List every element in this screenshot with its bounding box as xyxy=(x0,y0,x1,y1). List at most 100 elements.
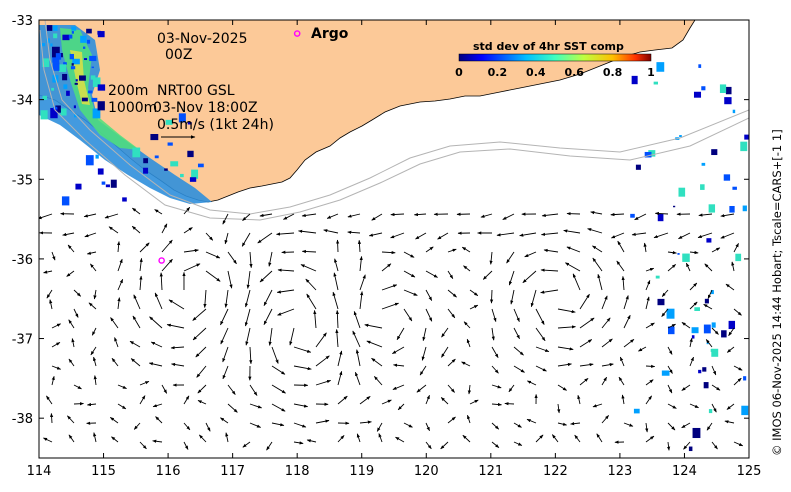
current-vector xyxy=(526,418,537,424)
colorbar-tick-label: 0.2 xyxy=(488,66,508,79)
current-vector xyxy=(67,415,75,424)
current-vector xyxy=(197,384,207,394)
current-vector xyxy=(227,384,236,395)
current-vector xyxy=(467,414,471,424)
current-vector xyxy=(579,363,594,367)
x-tick-label: 120 xyxy=(414,464,439,479)
sst-pixel xyxy=(708,204,716,213)
current-vector xyxy=(271,384,286,394)
current-vector xyxy=(447,384,455,393)
axis-ticks: 114 115 116 117 118 119 120 121 122 123 124 125 -33 -… xyxy=(12,14,762,479)
current-vector xyxy=(645,296,650,310)
current-vector xyxy=(249,384,258,396)
current-vector xyxy=(689,403,699,409)
current-vector xyxy=(88,302,97,310)
current-vector xyxy=(574,434,581,443)
sst-pixel xyxy=(719,84,727,93)
current-vector xyxy=(667,264,676,272)
sst-pixel xyxy=(91,97,98,102)
current-vector xyxy=(171,362,185,367)
current-vector xyxy=(220,417,229,424)
sst-pixel xyxy=(678,187,686,197)
sst-pixel xyxy=(75,183,82,190)
current-vector xyxy=(139,380,150,386)
sst-pixel xyxy=(655,275,660,279)
current-vector xyxy=(315,355,330,367)
current-vector xyxy=(577,394,581,405)
sst-pixel xyxy=(143,158,149,164)
current-vector xyxy=(86,402,97,407)
current-vector xyxy=(422,327,427,342)
current-vector xyxy=(183,263,201,272)
current-vector xyxy=(220,308,229,326)
current-vector xyxy=(563,229,581,234)
current-vector xyxy=(728,327,735,337)
current-vector xyxy=(508,270,515,286)
current-vector xyxy=(371,357,383,367)
current-vector xyxy=(557,346,574,351)
current-vector xyxy=(130,358,141,367)
sst-pixel xyxy=(691,327,699,334)
current-vector xyxy=(530,289,537,308)
current-vector xyxy=(706,422,713,431)
sst-pixel xyxy=(703,382,709,389)
sst-pixel xyxy=(721,330,727,338)
current-vector xyxy=(117,297,121,310)
sst-pixel xyxy=(711,149,718,156)
current-vector xyxy=(205,422,211,432)
sst-pixel xyxy=(83,46,86,49)
current-vector xyxy=(225,432,229,443)
current-vector xyxy=(425,289,433,301)
sst-pixel xyxy=(63,62,67,65)
current-vector xyxy=(467,384,472,395)
current-vector xyxy=(587,228,603,234)
current-vector xyxy=(425,394,430,405)
sst-pixel xyxy=(97,84,106,91)
current-vector xyxy=(645,279,651,291)
current-vector xyxy=(535,346,550,353)
current-vector xyxy=(419,365,427,376)
current-vector xyxy=(109,417,119,424)
current-vector xyxy=(711,403,717,413)
current-vector xyxy=(661,289,669,297)
current-vector xyxy=(271,365,286,375)
sst-pixel xyxy=(187,150,194,158)
current-vector xyxy=(315,379,332,386)
sst-pixel xyxy=(80,35,87,43)
current-vector xyxy=(513,365,525,373)
current-vector xyxy=(91,327,97,336)
y-tick-label: -34 xyxy=(12,94,33,109)
sst-pixel xyxy=(87,90,93,94)
sst-pixel xyxy=(197,163,204,168)
current-vector xyxy=(271,346,279,364)
argo-float-marker xyxy=(158,257,165,264)
sst-pixel xyxy=(62,73,68,81)
sst-pixel xyxy=(69,53,74,60)
current-vector xyxy=(645,379,654,386)
current-vector xyxy=(154,209,163,215)
current-vector xyxy=(276,232,295,236)
x-tick-label: 114 xyxy=(27,464,52,479)
current-vector xyxy=(84,232,97,238)
current-vector xyxy=(711,247,721,253)
current-vector xyxy=(114,337,119,348)
current-vector xyxy=(93,375,97,386)
current-vector xyxy=(353,311,361,329)
current-vector xyxy=(667,346,673,355)
sst-pixel xyxy=(704,298,709,304)
current-vector xyxy=(332,291,339,310)
current-vector xyxy=(43,270,53,274)
current-vector xyxy=(347,230,361,234)
current-vector xyxy=(705,339,713,348)
date-label: 03-Nov-2025 xyxy=(157,31,248,47)
sst-pixel xyxy=(724,97,732,105)
current-vector xyxy=(522,270,537,284)
colorbar-tick-label: 1 xyxy=(647,66,655,79)
current-vector xyxy=(491,441,500,448)
current-vector xyxy=(610,232,625,239)
current-vector xyxy=(645,322,655,329)
current-vector xyxy=(416,384,427,393)
current-vector xyxy=(535,365,547,372)
current-vector xyxy=(306,293,317,310)
current-vector xyxy=(277,268,295,272)
